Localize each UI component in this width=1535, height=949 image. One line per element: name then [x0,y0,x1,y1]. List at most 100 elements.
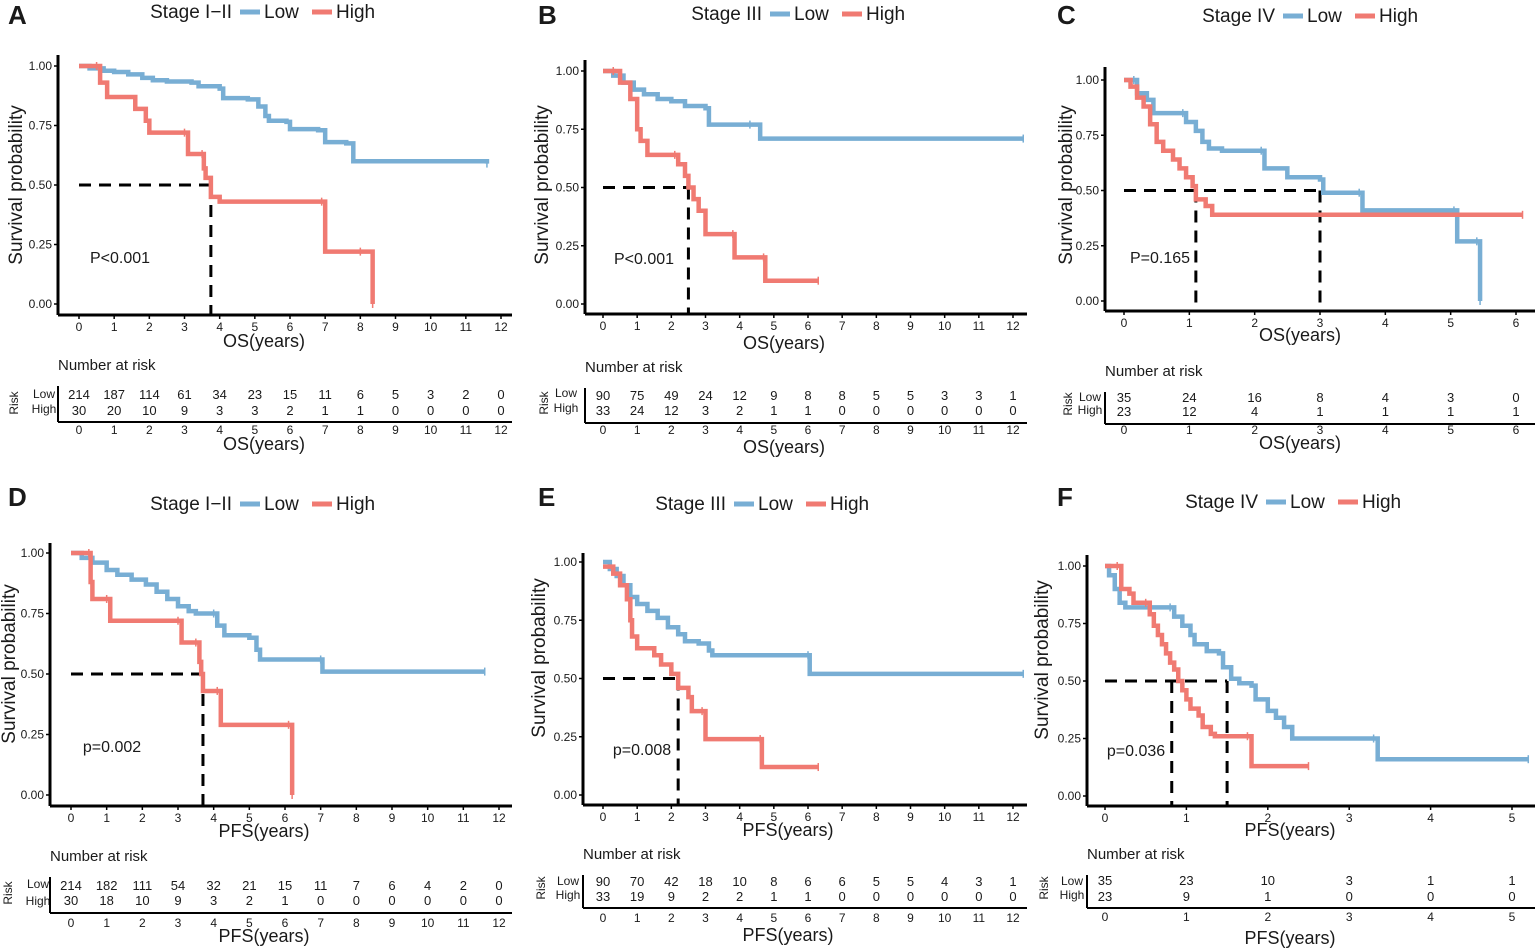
x-tick-label: 0 [68,811,75,825]
risk-count-high: 12 [1182,404,1196,419]
y-tick-label: 0.00 [556,297,580,311]
panel-letter: D [8,482,27,512]
legend-label-low: Low [794,4,829,25]
y-tick-label: 0.00 [21,788,45,802]
risk-count-high: 3 [216,403,223,418]
y-tick-label: 0.25 [21,728,45,742]
risk-count-low: 3 [975,874,982,889]
y-tick-label: 0.50 [556,181,580,195]
risk-x-tick-label: 6 [1513,423,1520,437]
legend-label-high: High [1379,6,1418,27]
risk-x-tick-label: 1 [1183,910,1190,924]
x-tick-label: 1 [103,811,110,825]
risk-x-tick-label: 12 [494,423,508,437]
risk-count-high: 0 [873,403,880,418]
risk-x-tick-label: 1 [634,911,641,925]
x-tick-label: 11 [973,319,986,333]
x-tick-label: 9 [907,810,914,824]
risk-count-low: 23 [248,387,262,402]
risk-count-low: 54 [171,878,185,893]
risk-x-tick-label: 3 [1317,423,1324,437]
x-tick-label: 11 [460,320,473,334]
survival-curve-high [1105,563,1309,769]
x-tick-label: 10 [938,319,952,333]
risk-count-high: 1 [1447,404,1454,419]
risk-x-tick-label: 7 [839,423,846,437]
risk-count-high: 1 [1382,404,1389,419]
x-tick-label: 4 [1382,316,1389,330]
risk-row-label-low: Low [27,877,49,891]
risk-count-low: 2 [462,387,469,402]
y-tick-label: 1.00 [1058,559,1082,573]
risk-count-high: 1 [770,403,777,418]
y-tick-label: 1.00 [1076,73,1100,87]
legend-label-low: Low [264,2,299,23]
risk-x-tick-label: 4 [210,916,217,930]
survival-curve-low [79,63,490,164]
x-tick-label: 8 [357,320,364,334]
risk-x-axis-title: PFS(years) [218,926,309,946]
x-tick-label: 1 [111,320,118,334]
y-tick-label: 0.25 [554,730,578,744]
risk-count-low: 23 [1179,873,1193,888]
legend-label-high: High [1362,492,1401,513]
risk-count-low: 34 [212,387,226,402]
risk-count-high: 33 [596,403,610,418]
y-tick-label: 0.75 [554,613,578,627]
risk-count-high: 1 [804,403,811,418]
risk-count-high: 2 [736,403,743,418]
risk-count-low: 0 [495,878,502,893]
p-value: p=0.008 [613,742,671,759]
risk-count-high: 0 [907,403,914,418]
risk-count-high: 0 [495,893,502,908]
risk-count-high: 0 [941,403,948,418]
risk-x-tick-label: 3 [702,911,709,925]
panel-letter: F [1057,482,1073,512]
risk-count-low: 8 [804,388,811,403]
risk-x-tick-label: 9 [392,423,399,437]
risk-table-title: Number at risk [50,848,148,865]
y-tick-label: 1.00 [29,59,53,73]
risk-x-tick-label: 0 [600,911,607,925]
survival-curve-high [603,68,819,283]
risk-count-low: 0 [1512,390,1519,405]
y-tick-label: 0.50 [554,672,578,686]
x-tick-label: 8 [353,811,360,825]
x-tick-label: 9 [389,811,396,825]
risk-count-high: 0 [975,403,982,418]
risk-x-tick-label: 12 [1006,423,1020,437]
risk-row-label-low: Low [557,874,579,888]
risk-x-tick-label: 2 [1251,423,1258,437]
risk-label: Risk [1061,391,1075,415]
risk-table-title: Number at risk [1087,846,1185,863]
risk-count-high: 0 [839,403,846,418]
risk-x-axis-title: OS(years) [1259,433,1341,453]
risk-x-tick-label: 8 [357,423,364,437]
risk-count-high: 30 [64,893,78,908]
risk-count-low: 1 [1508,873,1515,888]
x-tick-label: 5 [246,811,253,825]
x-tick-label: 1 [634,810,641,824]
y-axis-title: Survival probability [1032,580,1053,740]
risk-x-tick-label: 2 [146,423,153,437]
x-tick-label: 7 [317,811,324,825]
risk-x-tick-label: 5 [770,423,777,437]
legend-label-low: Low [758,494,793,515]
risk-count-low: 1 [1427,873,1434,888]
legend-label-high: High [336,494,375,515]
risk-x-tick-label: 2 [1264,910,1271,924]
risk-count-low: 18 [698,874,712,889]
risk-label: Risk [1037,875,1051,899]
x-axis-title: PFS(years) [218,821,309,841]
risk-count-high: 9 [668,889,675,904]
risk-count-high: 0 [1427,889,1434,904]
risk-x-tick-label: 9 [907,911,914,925]
risk-row-label-high: High [1060,888,1085,902]
x-tick-label: 10 [421,811,435,825]
x-tick-label: 5 [251,320,258,334]
risk-x-tick-label: 5 [246,916,253,930]
risk-x-tick-label: 1 [103,916,110,930]
risk-x-tick-label: 1 [111,423,118,437]
risk-x-tick-label: 3 [702,423,709,437]
legend-label-high: High [336,2,375,23]
